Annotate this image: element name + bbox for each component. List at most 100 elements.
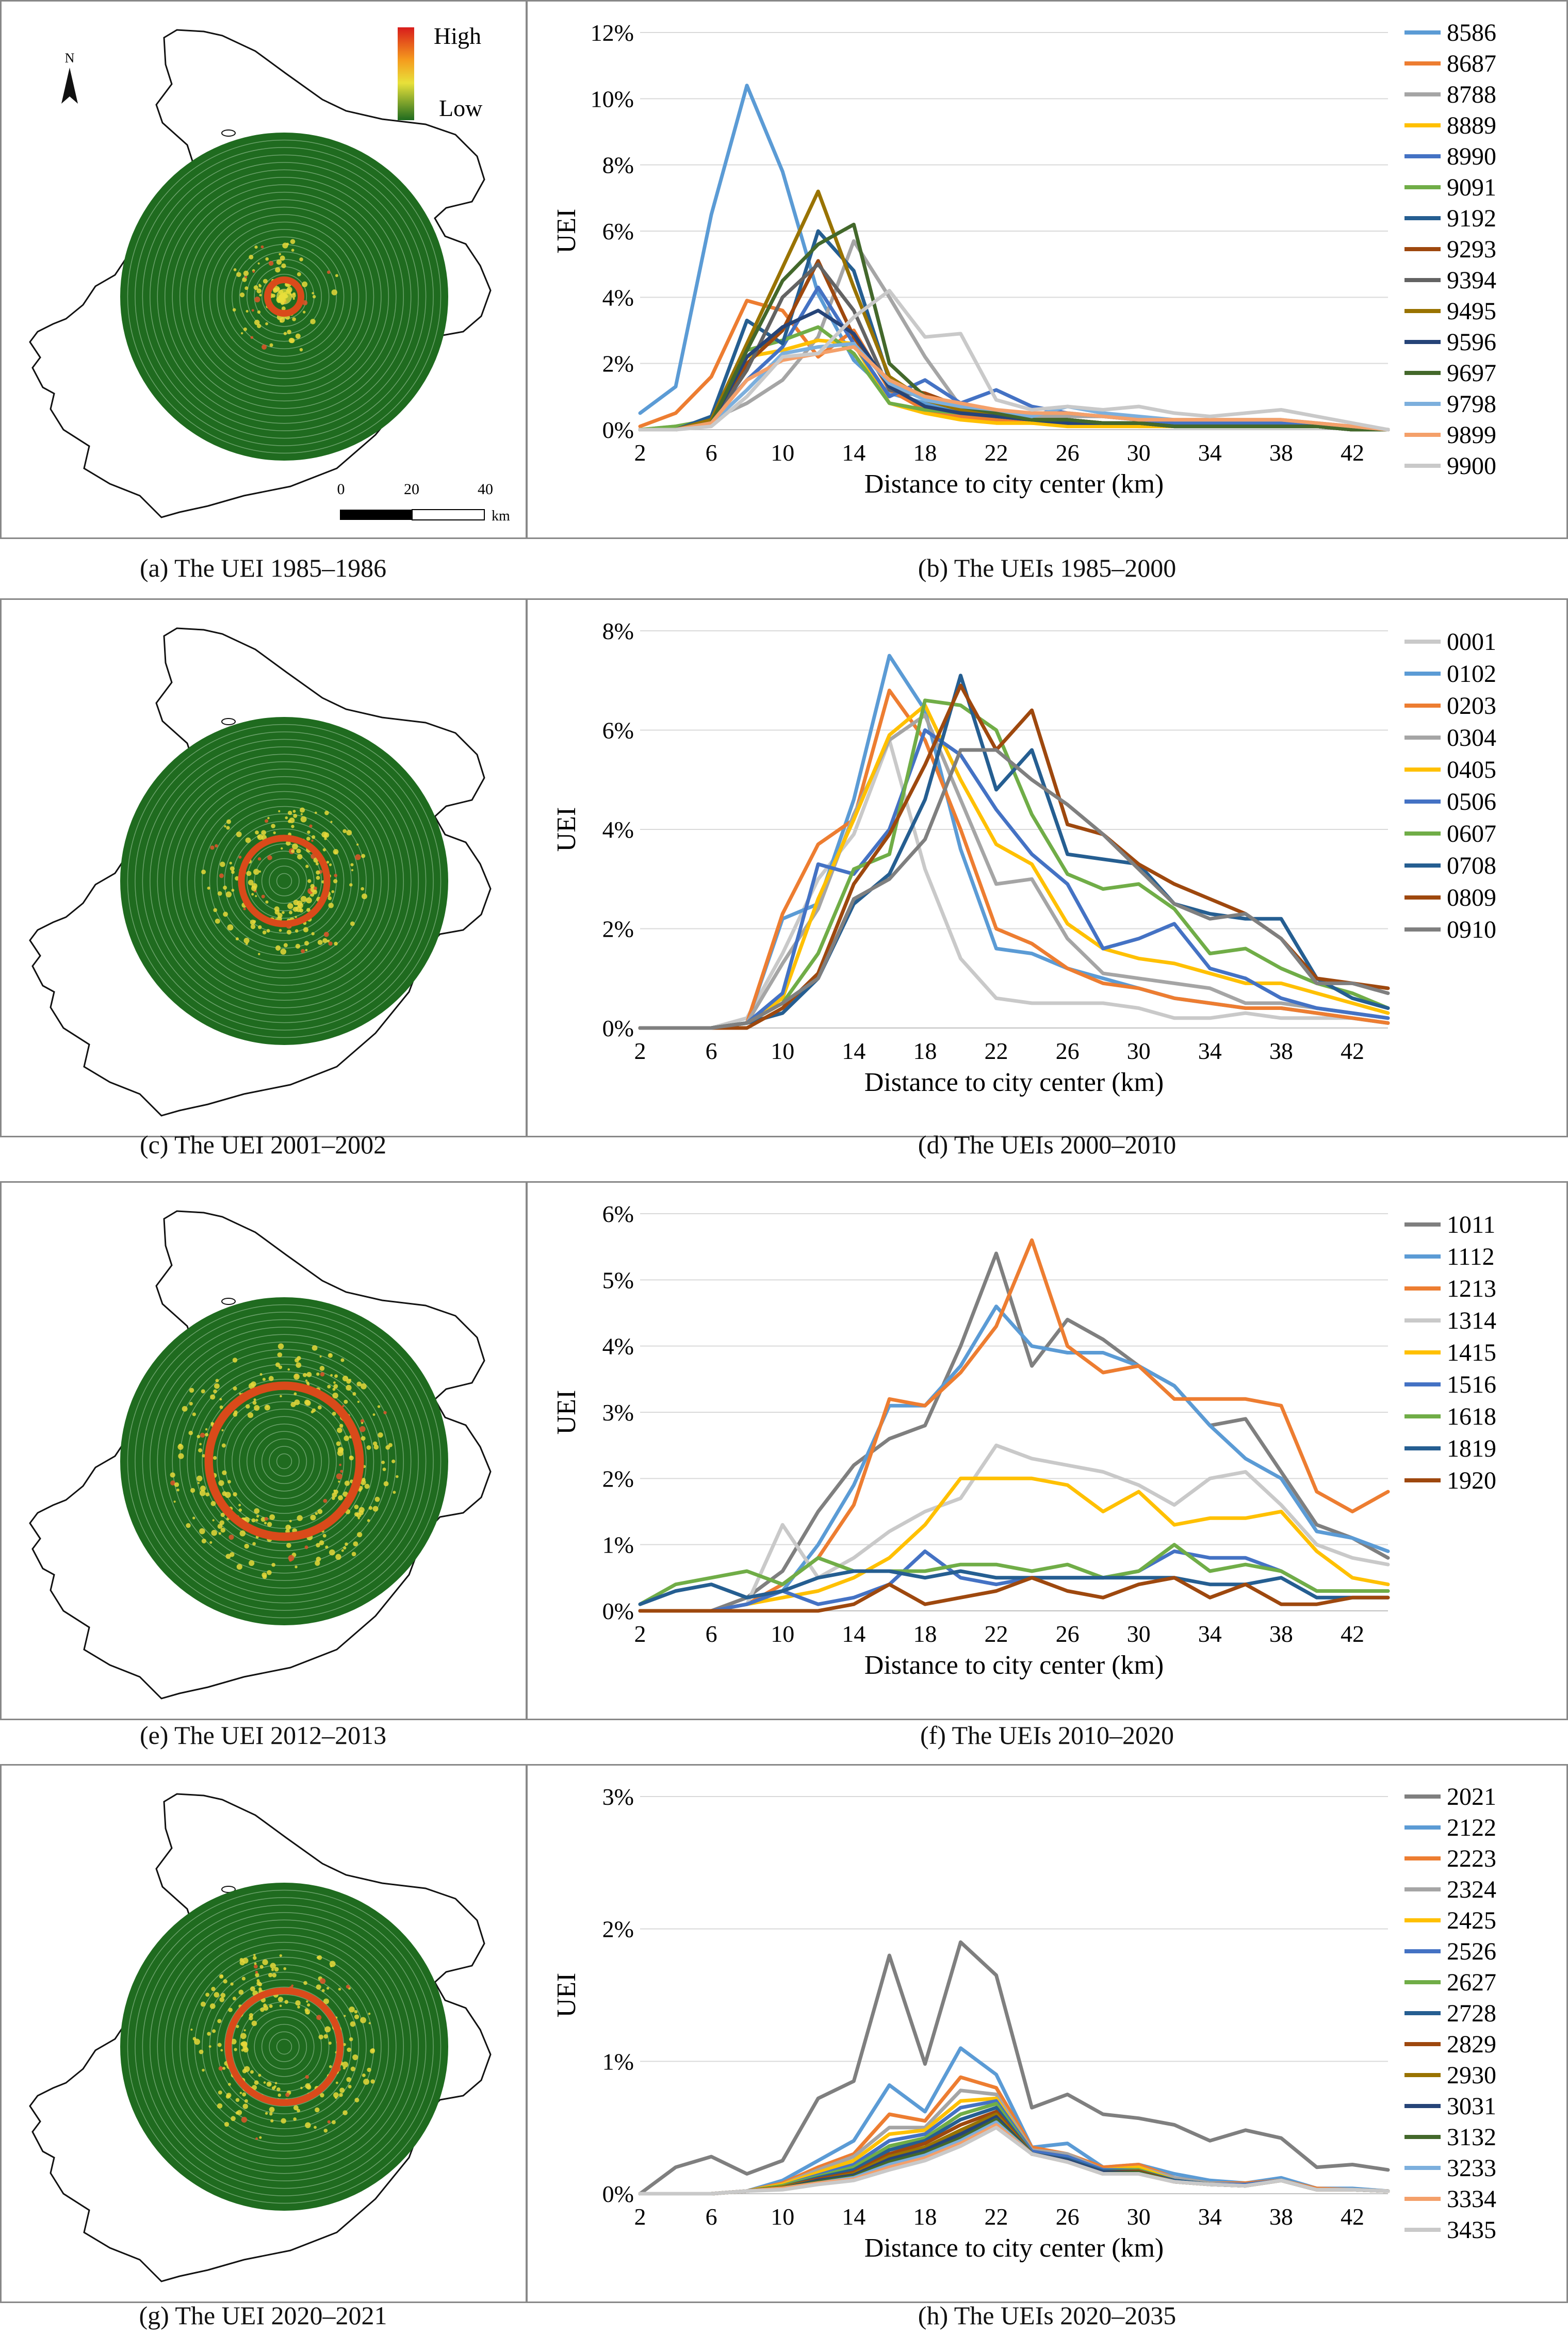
- hotspot: [310, 1514, 316, 1521]
- hotspot: [273, 831, 276, 835]
- distance-ring: [202, 1379, 367, 1544]
- hotspot: [190, 1488, 195, 1493]
- hotspot: [268, 1376, 274, 1381]
- hotspot: [355, 854, 361, 860]
- hotspot: [260, 2007, 265, 2012]
- hotspot: [391, 1459, 396, 1463]
- series-line-1213: [638, 1238, 1390, 1613]
- hotspot: [253, 1956, 257, 1960]
- hotspot: [372, 1413, 375, 1416]
- distance-ring: [224, 821, 345, 941]
- hotspot: [254, 1508, 260, 1514]
- hotspot: [268, 260, 274, 266]
- hotspot: [232, 308, 236, 312]
- distance-ring: [217, 813, 352, 949]
- hotspot: [314, 811, 317, 814]
- hotspot: [323, 2034, 329, 2039]
- x-tick-label: 22: [984, 1038, 1008, 1064]
- distance-ring: [194, 1956, 374, 2137]
- hotspot: [324, 2026, 331, 2033]
- hotspot: [348, 2085, 352, 2088]
- caption-d: (d) The UEIs 2000–2010: [918, 1130, 1177, 1159]
- x-tick-label: 38: [1269, 2204, 1293, 2230]
- hotspot: [239, 292, 245, 298]
- map-box-4: [0, 1764, 527, 2303]
- hotspot: [219, 873, 224, 878]
- hotspot: [333, 1384, 338, 1389]
- distance-ring: [261, 858, 307, 904]
- hotspot: [352, 1392, 356, 1396]
- distance-ring: [150, 1327, 419, 1596]
- hotspot: [253, 869, 259, 875]
- distance-ring: [179, 1941, 389, 2152]
- hotspot: [349, 2006, 355, 2013]
- hotspot: [238, 1504, 241, 1507]
- hotspot: [228, 2007, 233, 2012]
- hotspot: [293, 1392, 297, 1396]
- y-tick-label: 2%: [602, 1916, 634, 1943]
- hotspot: [353, 1541, 358, 1547]
- hotspot: [205, 1492, 210, 1497]
- hotspot: [323, 1998, 330, 2004]
- hotspot: [303, 1981, 307, 1985]
- hotspot: [258, 1982, 263, 1987]
- hotspot: [223, 1979, 227, 1984]
- hotspot: [227, 1480, 231, 1484]
- series-line-0203: [638, 689, 1390, 1030]
- hotspot: [182, 1406, 188, 1412]
- hotspot: [271, 1562, 275, 1567]
- hotspot: [250, 1986, 255, 1992]
- distance-ring: [269, 2031, 300, 2062]
- hotspot: [344, 1399, 348, 1404]
- legend-label-8788: 8788: [1447, 81, 1496, 108]
- hotspot: [279, 928, 282, 932]
- map-svg-1: N High Low 0 20 40 km: [29, 23, 510, 524]
- hotspot: [211, 1530, 217, 1536]
- hotspot: [295, 929, 299, 933]
- y-tick-label: 2%: [602, 351, 634, 377]
- hotspot: [285, 816, 288, 820]
- hotspot: [217, 1524, 223, 1529]
- hotspot: [366, 1445, 371, 1450]
- hotspot: [282, 911, 285, 914]
- y-tick-label: 4%: [602, 284, 634, 311]
- hotspot: [291, 825, 295, 828]
- hotspot: [254, 245, 258, 249]
- x-tick-label: 10: [771, 439, 794, 466]
- hotspot: [324, 837, 327, 840]
- hotspot: [258, 925, 262, 929]
- distance-ring: [179, 191, 389, 402]
- hotspot: [201, 1389, 205, 1394]
- hotspot: [248, 879, 254, 886]
- hotspot: [318, 2034, 323, 2039]
- distance-ring: [172, 769, 397, 993]
- hotspot: [295, 333, 301, 339]
- x-tick-label: 38: [1269, 1621, 1293, 1647]
- hotspot: [207, 2032, 211, 2036]
- hotspot: [315, 862, 319, 866]
- hotspot: [332, 1392, 338, 1399]
- hotspot: [247, 1412, 254, 1418]
- hotspot: [255, 1972, 259, 1978]
- hotspot: [360, 1479, 366, 1486]
- hotspot: [357, 1400, 360, 1403]
- hotspot: [251, 2020, 257, 2027]
- hotspot: [295, 916, 297, 919]
- hotspot: [346, 1984, 350, 1989]
- series-line-0405: [638, 703, 1390, 1030]
- hotspot: [319, 1366, 325, 1371]
- hotspot: [320, 1372, 325, 1377]
- y-tick-label: 5%: [602, 1267, 634, 1293]
- hotspot: [210, 1500, 216, 1506]
- hotspot: [342, 1375, 349, 1382]
- hotspot: [306, 897, 312, 904]
- hotspot: [283, 943, 288, 948]
- hotspot: [240, 332, 243, 335]
- hotspot: [287, 330, 291, 334]
- chart-box-1: 0% 2% 4% 6% 8% 10% 12% 2 6 10 14 18 22 26 30 34 38 42 Dist…: [526, 0, 1568, 539]
- hotspot: [275, 945, 281, 951]
- hotspot: [305, 864, 309, 868]
- hotspot: [262, 1959, 268, 1965]
- hotspot: [316, 1984, 321, 1990]
- hotspot: [197, 1434, 201, 1439]
